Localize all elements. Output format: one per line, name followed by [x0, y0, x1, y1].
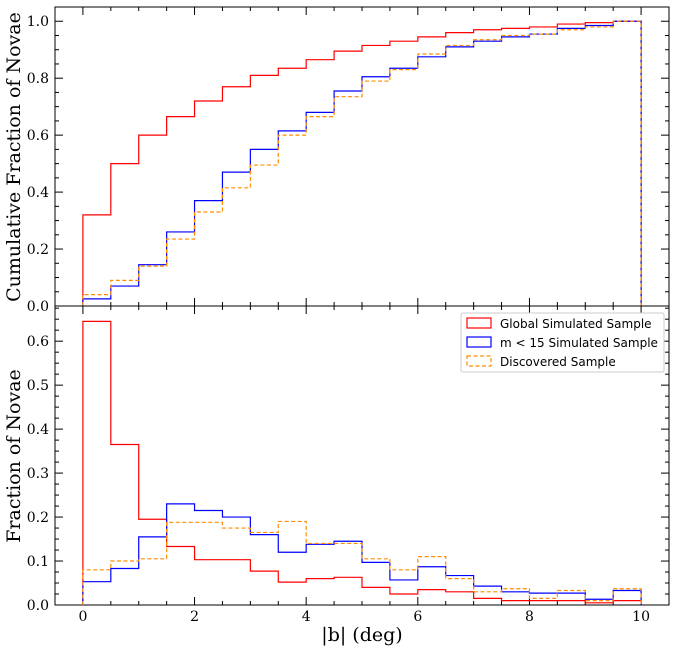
ytick-label: 0.1	[27, 554, 49, 570]
xtick-label: 10	[632, 609, 650, 625]
top-ticks	[55, 6, 669, 307]
legend-label-discovered: Discovered Sample	[500, 355, 616, 369]
ytick-label: 1.0	[27, 14, 49, 30]
bottom-ylabel: Fraction of Novae	[3, 369, 25, 543]
ytick-label: 0.6	[27, 334, 49, 350]
legend-entry-global: Global Simulated Sample	[466, 317, 652, 331]
xtick-label: 4	[302, 609, 311, 625]
legend-entry-discovered: Discovered Sample	[466, 355, 616, 369]
top-ylabel: Cumulative Fraction of Novae	[3, 12, 25, 302]
bottom-ytick-labels: 0.0 0.1 0.2 0.3 0.4 0.5 0.6	[27, 334, 49, 614]
xtick-label: 2	[190, 609, 199, 625]
legend-label-global: Global Simulated Sample	[500, 317, 652, 331]
ytick-label: 0.8	[27, 71, 49, 87]
bottom-xtick-labels: 0 2 4 6 8 10	[78, 609, 650, 625]
series-line-global-simulated-sample	[82, 20, 642, 306]
series-line-discovered-sample	[82, 520, 642, 605]
ytick-label: 0.0	[27, 299, 49, 315]
top-panel: 0.0 0.2 0.4 0.6 0.8 1.0 Cumulative Fraction o…	[3, 6, 670, 315]
top-ytick-labels: 0.0 0.2 0.4 0.6 0.8 1.0	[27, 14, 49, 315]
xtick-label: 0	[78, 609, 87, 625]
bottom-panel: 0.0 0.1 0.2 0.3 0.4 0.5 0.6 0 2 4 6 8 10 Fraction o…	[3, 305, 670, 646]
ytick-label: 0.2	[27, 510, 49, 526]
top-series	[82, 20, 642, 306]
legend-box	[460, 312, 665, 373]
ytick-label: 0.6	[27, 128, 49, 144]
bottom-series	[82, 320, 642, 605]
ytick-label: 0.4	[27, 185, 49, 201]
ytick-label: 0.3	[27, 466, 49, 482]
ytick-label: 0.0	[27, 598, 49, 614]
legend-swatch-discovered	[466, 355, 492, 367]
legend-swatch-global	[466, 317, 492, 329]
ytick-label: 0.2	[27, 242, 49, 258]
legend-swatch-m15	[466, 336, 492, 348]
ytick-label: 0.4	[27, 422, 49, 438]
legend-entry-m15: m < 15 Simulated Sample	[466, 336, 658, 350]
top-plot-frame	[54, 6, 670, 307]
xtick-label: 6	[413, 609, 422, 625]
ytick-label: 0.5	[27, 378, 49, 394]
legend: Global Simulated Sample m < 15 Simulated…	[460, 312, 665, 373]
xtick-label: 8	[525, 609, 534, 625]
series-line-discovered-sample	[82, 20, 642, 306]
legend-label-m15: m < 15 Simulated Sample	[500, 336, 658, 350]
bottom-xlabel: |b| (deg)	[321, 624, 402, 646]
series-line-m-15-simulated-sample	[82, 503, 642, 605]
